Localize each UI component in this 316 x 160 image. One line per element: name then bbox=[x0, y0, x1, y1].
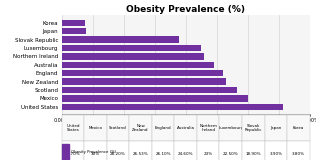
Bar bbox=[62, 104, 283, 110]
Bar bbox=[62, 87, 236, 93]
Bar bbox=[62, 36, 179, 43]
Bar bbox=[62, 62, 214, 68]
Bar bbox=[62, 95, 248, 101]
Bar bbox=[62, 70, 223, 76]
FancyBboxPatch shape bbox=[62, 144, 69, 160]
Text: Obesity Prevalence (%): Obesity Prevalence (%) bbox=[71, 150, 116, 154]
Bar bbox=[62, 78, 226, 85]
Title: Obesity Prevalence (%): Obesity Prevalence (%) bbox=[126, 5, 245, 14]
Bar bbox=[62, 53, 204, 60]
Bar bbox=[62, 45, 201, 51]
Bar bbox=[62, 20, 85, 26]
Bar bbox=[62, 28, 86, 34]
